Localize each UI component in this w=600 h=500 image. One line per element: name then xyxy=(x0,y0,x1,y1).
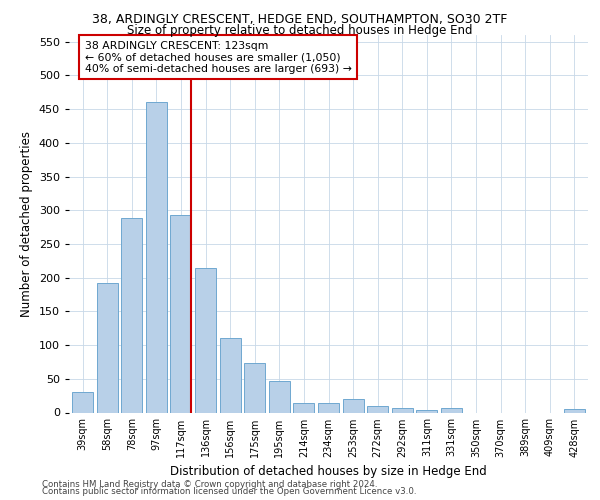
Bar xyxy=(318,403,339,412)
Bar xyxy=(269,382,290,412)
Text: Contains public sector information licensed under the Open Government Licence v3: Contains public sector information licen… xyxy=(42,487,416,496)
Bar xyxy=(416,410,437,412)
Bar xyxy=(195,268,216,412)
Bar xyxy=(220,338,241,412)
Bar xyxy=(72,392,93,412)
Bar xyxy=(343,399,364,412)
Bar xyxy=(293,403,314,412)
Text: Size of property relative to detached houses in Hedge End: Size of property relative to detached ho… xyxy=(127,24,473,37)
Text: 38 ARDINGLY CRESCENT: 123sqm
← 60% of detached houses are smaller (1,050)
40% of: 38 ARDINGLY CRESCENT: 123sqm ← 60% of de… xyxy=(85,40,352,74)
Bar xyxy=(170,215,191,412)
Bar xyxy=(244,362,265,412)
Bar xyxy=(441,408,462,412)
Bar xyxy=(392,408,413,412)
Bar xyxy=(367,406,388,412)
Text: 38, ARDINGLY CRESCENT, HEDGE END, SOUTHAMPTON, SO30 2TF: 38, ARDINGLY CRESCENT, HEDGE END, SOUTHA… xyxy=(92,12,508,26)
Bar xyxy=(97,283,118,412)
Bar xyxy=(564,409,585,412)
Y-axis label: Number of detached properties: Number of detached properties xyxy=(20,130,33,317)
X-axis label: Distribution of detached houses by size in Hedge End: Distribution of detached houses by size … xyxy=(170,465,487,478)
Bar xyxy=(121,218,142,412)
Text: Contains HM Land Registry data © Crown copyright and database right 2024.: Contains HM Land Registry data © Crown c… xyxy=(42,480,377,489)
Bar xyxy=(146,102,167,412)
